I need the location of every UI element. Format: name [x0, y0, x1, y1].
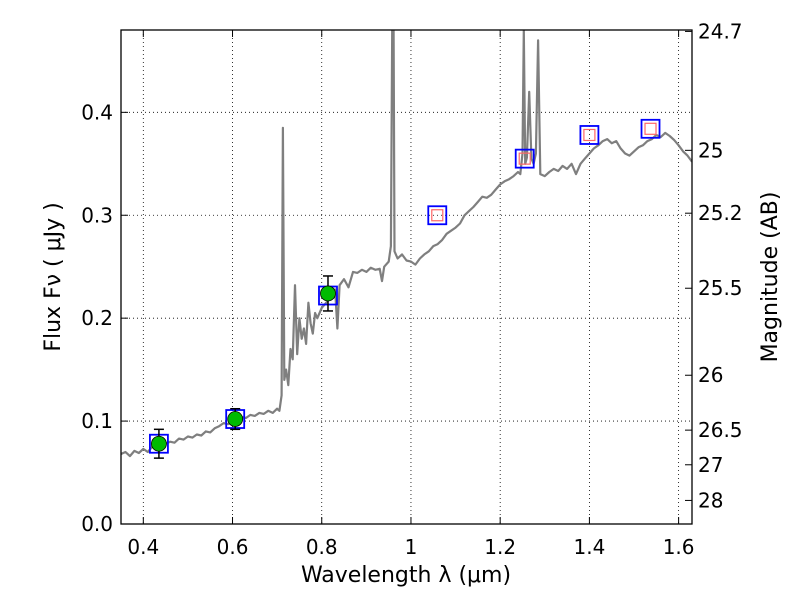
y2-tick-label: 24.7 [698, 19, 743, 43]
model-photometry-marker [579, 125, 600, 145]
y2-tick-label: 26.5 [698, 418, 743, 442]
markers [149, 118, 661, 459]
x-tick-label: 0.6 [217, 535, 249, 559]
plot-frame [120, 29, 693, 525]
upper-limit-marker [431, 209, 444, 222]
x-tick-label: 1.6 [663, 535, 695, 559]
y2-tick-label: 27 [698, 453, 723, 477]
sed-line [121, 30, 692, 458]
upper-limit-marker [518, 152, 531, 165]
model-photometry-marker [640, 118, 661, 139]
y2-tick-label: 25.2 [698, 201, 743, 225]
upper-limit-marker [644, 122, 657, 135]
x-tick-label: 0.4 [127, 535, 159, 559]
model-photometry-marker [427, 205, 448, 226]
y2-tick-label: 28 [698, 488, 723, 512]
x-tick-label: 0.8 [306, 535, 338, 559]
x-tick-label: 1 [405, 535, 418, 559]
upper-limit-marker [583, 128, 596, 142]
plot-area [121, 30, 692, 458]
detection-point [227, 411, 244, 427]
y-axis-title: Flux Fν ( μJy ) [41, 202, 66, 351]
model-photometry-marker [514, 148, 535, 169]
y2-axis-title: Magnitude (AB) [758, 192, 783, 363]
y-tick-label: 0.4 [81, 100, 113, 124]
axis-ticks: 0.4 0.6 0.8 1 1.2 1.4 1.6 0.0 0.1 0.2 0.3 0.4 24.7 25… [81, 19, 742, 559]
x-axis-title: Wavelength λ (μm) [301, 563, 511, 588]
x-tick-label: 1.2 [484, 535, 516, 559]
detection-point [151, 435, 167, 452]
x-tick-label: 1.4 [573, 535, 605, 559]
y2-tick-label: 26 [698, 363, 723, 387]
grid [121, 30, 692, 524]
y-tick-label: 0.1 [81, 409, 113, 433]
y-tick-label: 0.0 [81, 512, 113, 536]
y-tick-label: 0.3 [81, 203, 113, 227]
detection-point [320, 285, 336, 302]
y2-tick-label: 25.5 [698, 276, 743, 300]
y2-tick-label: 25 [698, 138, 723, 162]
y-tick-label: 0.2 [81, 306, 113, 330]
